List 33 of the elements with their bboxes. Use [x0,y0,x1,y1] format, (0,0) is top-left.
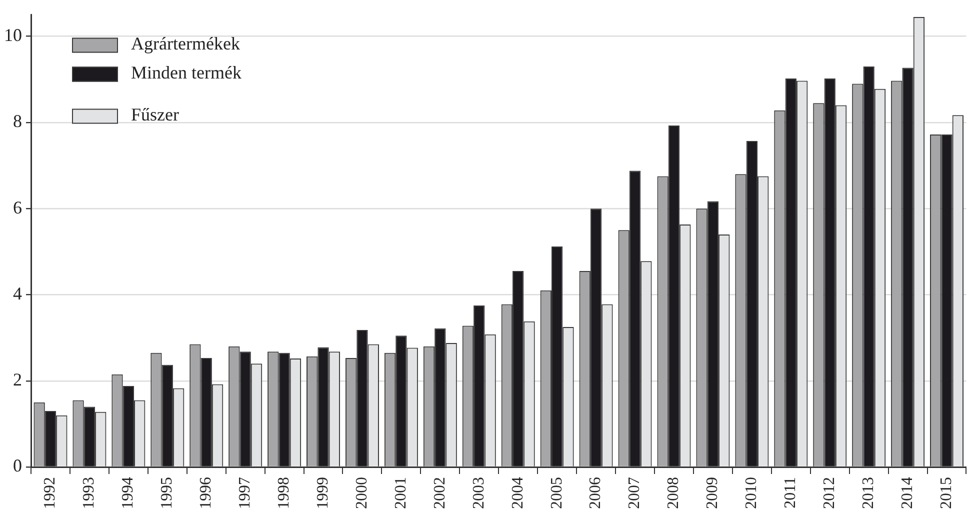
x-tick-label: 1995 [158,477,176,509]
y-tick-label: 4 [13,283,22,304]
x-tick-label: 2003 [470,477,488,509]
x-tick-label: 1999 [314,477,332,509]
x-tick-label: 2011 [782,477,800,508]
x-tick-label: 2013 [860,477,878,509]
y-tick-label: 8 [13,111,22,132]
y-tick-label: 2 [13,370,22,390]
x-tick-label: 2015 [938,477,955,509]
legend-label: Fűszer [131,104,179,125]
x-tick-label: 1993 [80,477,98,509]
x-tick-label: 2006 [587,477,604,509]
y-tick-label: 10 [4,25,22,46]
x-tick-label: 2001 [392,477,410,509]
x-tick-label: 1994 [120,477,137,509]
x-tick-label: 1996 [198,477,215,509]
x-tick-label: 2008 [665,477,682,509]
x-tick-label: 2000 [353,477,370,509]
x-tick-label: 2004 [509,477,526,509]
x-tick-label: 2002 [431,477,448,509]
x-tick-label: 2010 [743,477,760,509]
x-tick-label: 1992 [42,477,59,509]
legend-label: Minden termék [131,62,242,83]
y-tick-label: 0 [13,456,22,476]
x-tick-label: 2005 [548,477,566,509]
x-tick-label: 2009 [704,477,722,509]
legend-label: Agrártermékek [131,34,240,54]
x-tick-label: 2014 [898,477,916,509]
x-tick-label: 2007 [626,477,644,509]
x-tick-label: 1997 [236,477,254,509]
x-tick-label: 1998 [276,477,292,509]
x-tick-label: 2012 [821,477,838,509]
y-tick-label: 6 [13,197,22,218]
